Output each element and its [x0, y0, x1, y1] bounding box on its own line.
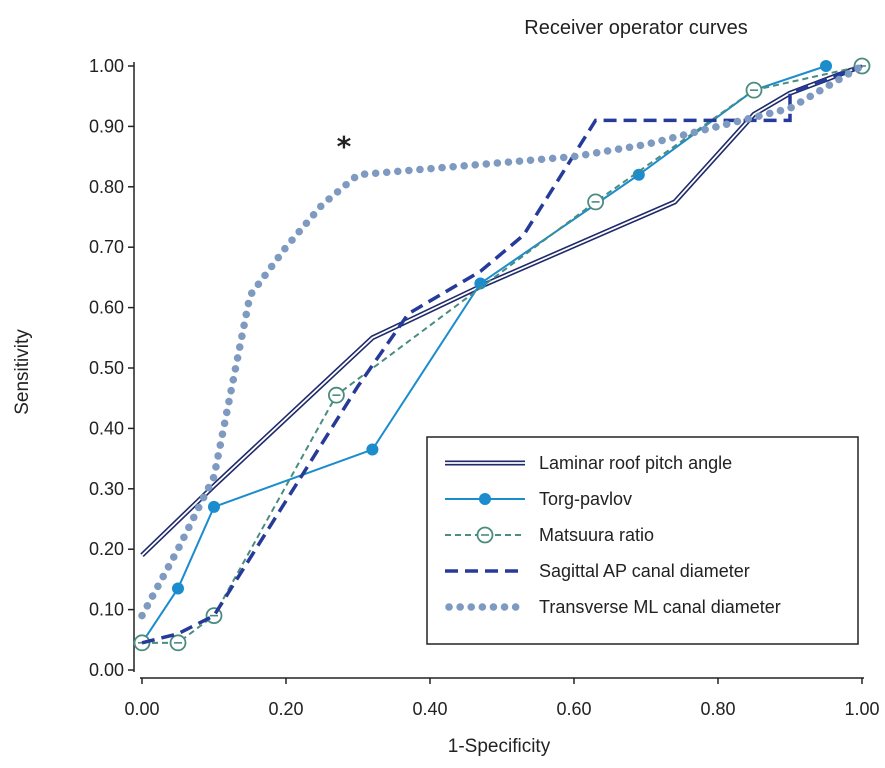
y-tick-label: 0.90	[89, 116, 124, 136]
data-point	[820, 60, 832, 72]
x-tick-label: 0.40	[412, 699, 447, 719]
y-tick-label: 0.60	[89, 298, 124, 318]
y-tick-label: 0.50	[89, 358, 124, 378]
chart-title: Receiver operator curves	[524, 17, 747, 39]
y-tick-label: 1.00	[89, 56, 124, 76]
legend-item: Matsuura ratio	[445, 525, 654, 545]
x-tick-label: 1.00	[844, 699, 879, 719]
legend-label: Matsuura ratio	[539, 525, 654, 545]
legend-label: Torg-pavlov	[539, 489, 632, 509]
x-axis-label: 1-Specificity	[448, 736, 551, 757]
x-tick-label: 0.00	[124, 699, 159, 719]
y-tick-label: 0.10	[89, 600, 124, 620]
data-point	[208, 500, 220, 513]
significance-annotation: *	[337, 130, 352, 163]
y-tick-label: 0.20	[89, 539, 124, 559]
legend-item: Transverse ML canal diameter	[445, 597, 781, 617]
legend-label: Transverse ML canal diameter	[539, 597, 781, 617]
y-tick-label: 0.40	[89, 418, 124, 438]
x-tick-label: 0.20	[268, 699, 303, 719]
legend-item: Sagittal AP canal diameter	[445, 561, 750, 581]
series-line	[141, 64, 863, 645]
legend-label: Laminar roof pitch angle	[539, 453, 732, 473]
series-transverse-ml-canal-diameter	[138, 62, 866, 620]
y-tick-label: 0.80	[89, 177, 124, 197]
axes: 0.00 0.10 0.20 0.30 0.40 0.50 0.60 0.70 0.80 0.90…	[89, 56, 880, 719]
series-line	[141, 65, 827, 644]
legend-label: Sagittal AP canal diameter	[539, 561, 750, 581]
data-point	[366, 443, 379, 456]
legend-marker	[479, 493, 491, 505]
data-point	[632, 168, 645, 181]
series-line	[138, 62, 866, 620]
y-tick-label: 0.30	[89, 479, 124, 499]
series-sagittal-ap-canal-diameter	[141, 64, 863, 645]
legend-item: Torg-pavlov	[445, 489, 632, 509]
data-point	[172, 582, 184, 595]
legend-item: Laminar roof pitch angle	[445, 453, 732, 473]
legend: Laminar roof pitch angle Torg-pavlov Matsu…	[426, 436, 859, 645]
series-line-inner	[141, 65, 863, 556]
x-tick-label: 0.80	[700, 699, 735, 719]
y-tick-label: 0.70	[89, 237, 124, 257]
y-axis-label: Sensitivity	[12, 329, 33, 415]
legend-box	[426, 436, 859, 645]
series-group	[133, 57, 871, 652]
data-point	[474, 277, 487, 290]
series-laminar-roof-pitch-angle	[140, 63, 863, 558]
y-tick-label: 0.00	[89, 660, 124, 680]
x-tick-label: 0.60	[556, 699, 591, 719]
